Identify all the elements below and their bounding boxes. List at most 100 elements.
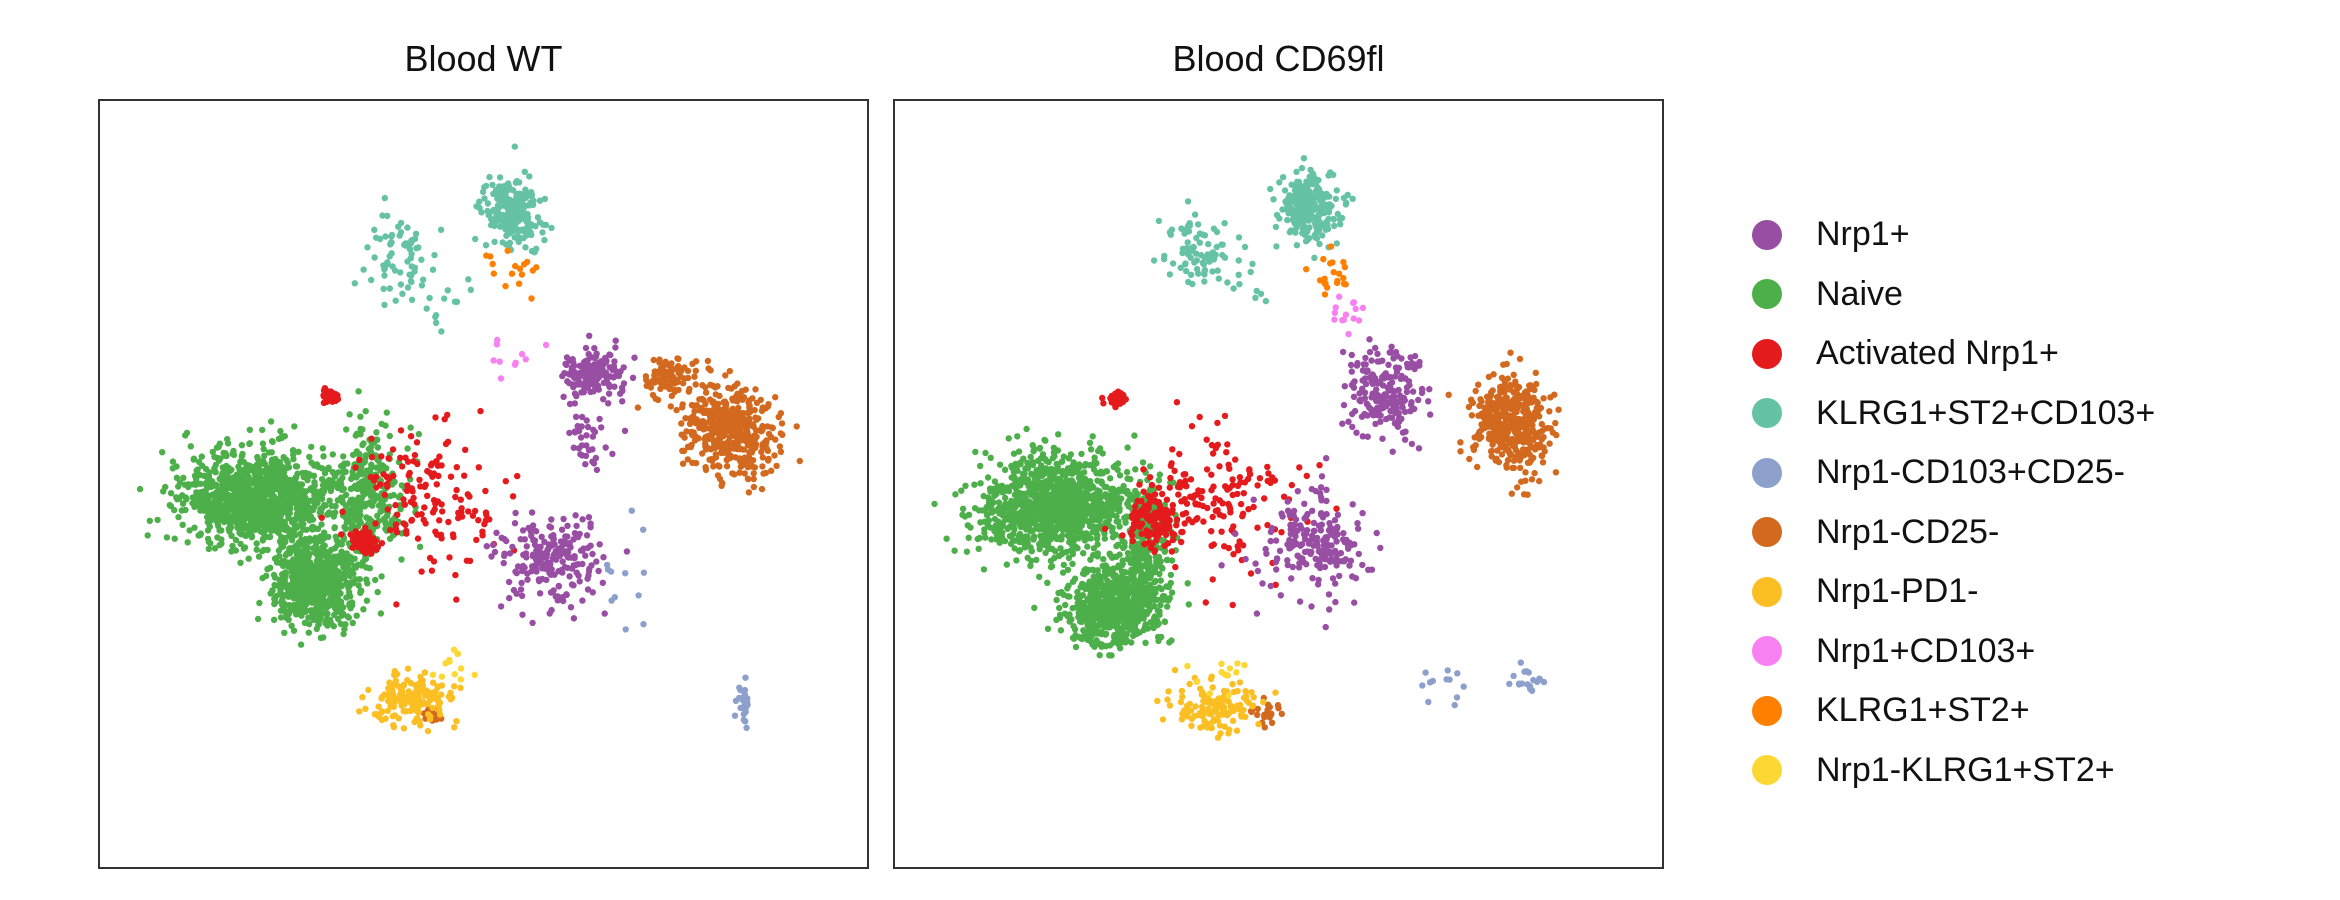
data-point — [429, 704, 436, 712]
data-point — [349, 451, 357, 459]
data-point — [416, 718, 423, 725]
data-point — [397, 698, 404, 706]
data-point — [506, 594, 513, 602]
data-point — [395, 683, 402, 690]
data-point — [365, 546, 373, 553]
data-point — [1075, 495, 1083, 502]
data-point — [699, 450, 706, 457]
data-point — [352, 528, 359, 535]
data-point — [764, 447, 772, 454]
data-point — [1023, 497, 1030, 504]
data-point — [745, 463, 752, 471]
data-point — [184, 539, 191, 546]
data-point — [368, 276, 375, 284]
data-point — [206, 483, 213, 491]
data-point — [453, 486, 460, 494]
data-point — [404, 284, 412, 291]
data-point — [426, 716, 434, 723]
data-point — [622, 626, 629, 633]
data-point — [283, 456, 290, 463]
data-point — [712, 451, 719, 458]
data-point — [453, 718, 460, 725]
data-point — [260, 445, 267, 453]
data-point — [349, 599, 356, 606]
data-point — [568, 581, 576, 588]
data-point — [681, 364, 688, 371]
data-point — [277, 427, 284, 435]
data-point — [575, 379, 582, 387]
data-point — [591, 345, 598, 352]
data-point — [585, 572, 592, 579]
data-point — [413, 693, 421, 701]
data-point — [371, 226, 378, 233]
data-point — [361, 458, 368, 466]
data-point — [570, 615, 578, 622]
data-point — [595, 386, 602, 393]
data-point — [548, 224, 555, 232]
data-point — [1067, 451, 1074, 458]
data-point — [446, 658, 453, 665]
data-point — [675, 386, 682, 394]
data-point — [611, 358, 618, 365]
data-point — [338, 574, 346, 581]
data-point — [768, 467, 775, 474]
data-point — [444, 287, 451, 294]
data-point — [588, 562, 595, 569]
data-point — [593, 558, 600, 565]
data-point — [1001, 507, 1008, 515]
data-point — [397, 454, 404, 461]
data-point — [416, 543, 424, 550]
data-point — [1041, 485, 1048, 493]
data-point — [404, 224, 411, 231]
data-point — [355, 502, 362, 509]
data-point — [295, 488, 302, 495]
data-point — [355, 582, 362, 589]
data-point — [275, 435, 283, 443]
data-point — [275, 529, 282, 536]
data-point — [412, 230, 420, 237]
data-point — [585, 350, 592, 358]
data-point — [1011, 545, 1018, 552]
data-point — [523, 554, 530, 561]
data-point — [528, 193, 535, 200]
data-point — [426, 294, 433, 302]
data-point — [579, 516, 586, 523]
data-point — [1116, 472, 1124, 479]
data-point — [380, 285, 387, 292]
data-point — [612, 344, 619, 351]
data-point — [535, 554, 542, 561]
data-point — [457, 496, 464, 503]
data-point — [494, 336, 501, 344]
data-point — [758, 448, 765, 456]
data-point — [1054, 447, 1062, 454]
data-point — [195, 532, 202, 539]
data-point — [363, 564, 370, 571]
data-point — [327, 595, 334, 602]
data-point — [241, 499, 248, 506]
data-point — [288, 519, 296, 526]
data-point — [735, 445, 743, 453]
data-point — [555, 583, 562, 590]
data-point — [492, 186, 500, 194]
data-point — [381, 194, 388, 202]
data-point — [1113, 518, 1120, 525]
data-point — [963, 548, 971, 555]
data-point — [692, 358, 700, 365]
data-point — [745, 399, 752, 407]
data-point — [394, 670, 401, 678]
data-point — [380, 262, 387, 269]
data-point — [529, 563, 536, 570]
data-point — [476, 198, 483, 205]
data-point — [512, 224, 519, 231]
data-point — [511, 520, 519, 527]
data-point — [647, 384, 655, 391]
data-point — [600, 554, 607, 561]
data-point — [461, 472, 468, 479]
data-point — [1084, 543, 1091, 550]
data-point — [198, 453, 205, 460]
data-point — [293, 463, 301, 470]
data-point — [283, 550, 291, 557]
data-point — [404, 445, 411, 452]
data-point — [394, 511, 401, 518]
data-point — [331, 545, 339, 552]
